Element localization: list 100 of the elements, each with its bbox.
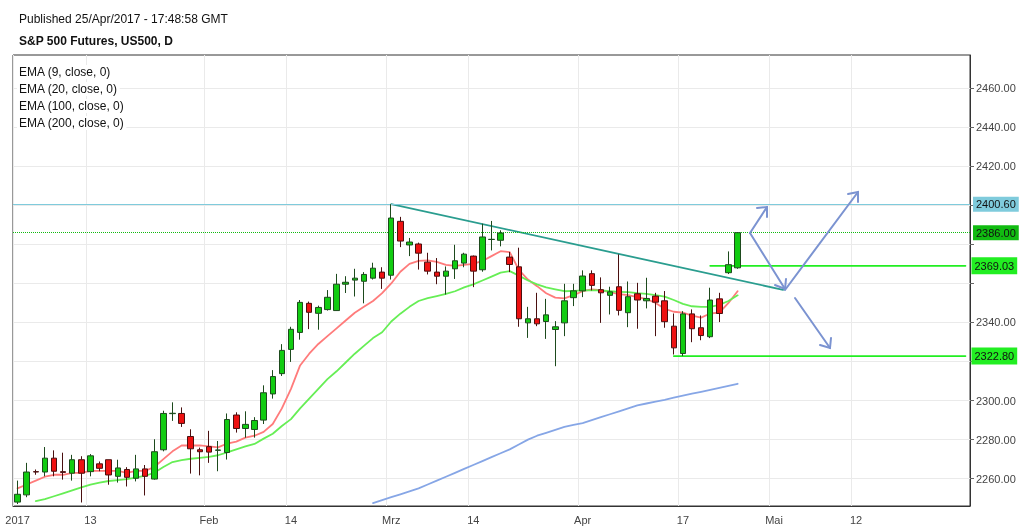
candlestick [333, 273, 340, 312]
candlestick [160, 410, 167, 452]
x-tick-label: Mrz [382, 513, 401, 526]
candlestick [652, 292, 659, 337]
candlestick [142, 464, 148, 496]
candlestick [14, 480, 21, 505]
x-tick-label: 17 [676, 513, 690, 526]
candlestick [224, 412, 230, 461]
candlestick [607, 286, 613, 315]
candlestick [206, 430, 212, 464]
candlestick [397, 216, 404, 248]
candlestick [470, 255, 477, 288]
candlestick [242, 410, 249, 439]
candlestick [415, 242, 422, 271]
candlestick [534, 292, 540, 327]
y-tick-label: 2460.00 [976, 82, 1016, 95]
y-tick-label: 2280.00 [976, 433, 1016, 446]
candlestick [625, 280, 631, 328]
candlestick [297, 299, 303, 341]
candlestick [479, 223, 486, 273]
x-tick-label: 12 [849, 513, 863, 526]
candlestick [552, 320, 559, 367]
line-series [34, 270, 739, 503]
candlestick [60, 452, 66, 481]
candlestick [689, 308, 695, 343]
candlestick [133, 454, 139, 482]
candlestick [643, 277, 650, 309]
candlestick [406, 237, 413, 257]
candlestick [78, 455, 85, 503]
candlestick [443, 265, 449, 296]
candlestick [671, 313, 677, 355]
candlestick [497, 229, 504, 247]
candlestick [42, 446, 48, 477]
candlestick [716, 292, 723, 323]
candlestick [370, 262, 376, 281]
x-tick-label: 14 [284, 513, 298, 526]
annotation: EMA (20, close, 0) [19, 82, 118, 96]
candlestick [488, 220, 495, 251]
candlestick [379, 266, 385, 290]
candlestick [69, 454, 75, 482]
candlestick [506, 251, 513, 273]
candlestick [270, 369, 276, 400]
candlestick [589, 269, 595, 291]
candlestick [561, 283, 568, 337]
candlestick [87, 453, 94, 477]
x-tick-label: 2017 [5, 513, 30, 526]
candlestick [324, 289, 331, 312]
candlestick [598, 276, 604, 324]
candlestick [260, 384, 267, 425]
candlestick [51, 449, 57, 477]
data-label: 2322.80 [974, 350, 1015, 363]
candlestick [680, 310, 686, 357]
y-tick-label: 2440.00 [976, 121, 1016, 134]
candlestick [96, 460, 103, 472]
candlestick [197, 447, 203, 476]
candlestick [33, 468, 39, 476]
y-tick-label: 2420.00 [976, 160, 1016, 173]
candlestick [570, 283, 577, 307]
x-tick-label: Feb [199, 513, 219, 526]
candlestick [388, 203, 394, 281]
chart-title: S&P 500 Futures, US500, D [19, 34, 174, 48]
candlestick [452, 244, 458, 280]
candlestick [115, 459, 121, 484]
candlestick [124, 466, 130, 487]
chart-subtitle: Published 25/Apr/2017 - 17:48:58 GMT [19, 12, 229, 26]
annotation: EMA (100, close, 0) [19, 99, 124, 113]
candlestick [251, 416, 258, 439]
line-series [372, 382, 739, 504]
x-tick-label: 13 [84, 513, 97, 526]
candlestick [306, 301, 312, 330]
candlestick [698, 314, 704, 341]
candlestick [23, 462, 30, 498]
candlestick [178, 406, 185, 428]
candlestick [634, 282, 641, 330]
candlestick [579, 269, 586, 298]
candlestick [725, 250, 732, 275]
line-series [16, 250, 739, 490]
candlestick [434, 257, 440, 285]
data-label: 2369.03 [974, 259, 1015, 272]
ref-line-label: 2400.60 [976, 198, 1016, 211]
x-tick-label: Mai [765, 513, 783, 526]
candlestick [707, 287, 713, 339]
candlestick [352, 268, 358, 298]
x-tick-label: Apr [574, 513, 592, 526]
candlestick [151, 438, 158, 481]
candlestick [105, 459, 112, 486]
candlestick [661, 290, 668, 329]
candlestick [525, 306, 531, 339]
candlestick [361, 271, 367, 304]
candlestick [288, 326, 294, 363]
annotation: EMA (200, close, 0) [19, 116, 124, 130]
candlestick [187, 428, 194, 475]
x-tick-label: 14 [467, 513, 480, 526]
candlestick [616, 253, 622, 316]
candlestick [424, 252, 431, 275]
y-tick-label: 2340.00 [976, 316, 1016, 329]
candlestick [233, 411, 240, 434]
candlestick [461, 252, 467, 268]
candlestick [734, 231, 741, 270]
candlestick [279, 343, 285, 377]
